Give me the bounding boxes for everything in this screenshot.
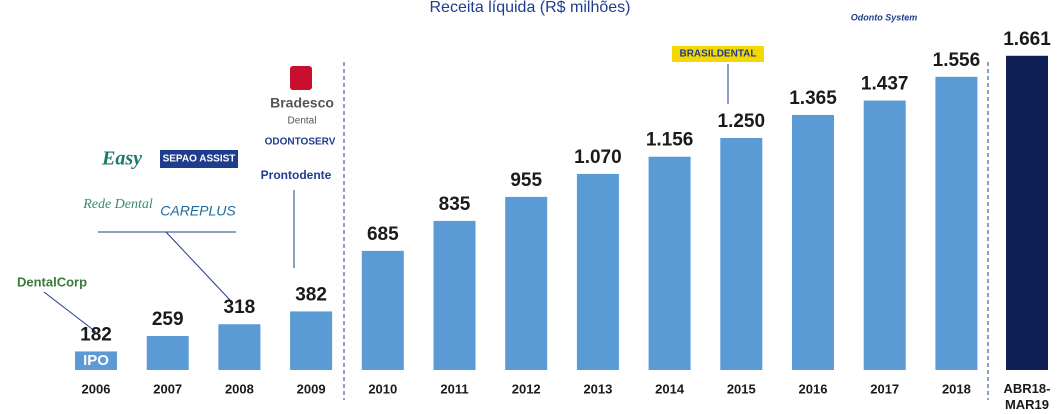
value-label: 1.250 <box>718 111 766 132</box>
x-tick-label: 2011 <box>440 381 468 396</box>
value-label: 955 <box>510 170 542 191</box>
value-label: 182 <box>80 324 112 345</box>
value-label: 318 <box>224 297 256 318</box>
logo: SEPAO ASSIST <box>163 154 236 165</box>
x-tick-label: 2008 <box>225 381 254 396</box>
value-label: 1.156 <box>646 130 694 151</box>
bar <box>75 351 117 370</box>
value-label: 1.365 <box>789 88 837 109</box>
annotation: IPO <box>83 352 109 369</box>
bar <box>361 250 404 370</box>
connector <box>43 291 97 333</box>
logo: ODONTOSERV <box>265 137 336 148</box>
bar <box>1006 55 1048 370</box>
bar <box>576 173 619 370</box>
x-tick-label: 2014 <box>655 381 685 396</box>
value-label: 1.556 <box>933 50 981 71</box>
value-label: 685 <box>367 224 399 245</box>
bar <box>218 324 261 370</box>
x-tick-label: 2012 <box>512 381 541 396</box>
logo: Easy <box>101 148 142 170</box>
value-label: 259 <box>152 309 184 330</box>
logo: Bradesco <box>270 95 334 111</box>
logo: Dental <box>288 116 317 127</box>
chart-title: Receita líquida (R$ milhões) <box>430 0 631 16</box>
bar <box>505 196 548 370</box>
logo-box <box>160 150 238 168</box>
logo-box <box>672 46 764 62</box>
value-label: 1.437 <box>861 74 909 95</box>
logo: DentalCorp <box>17 274 87 289</box>
bar <box>648 156 691 370</box>
x-tick-label: 2010 <box>368 381 397 396</box>
value-label: 1.070 <box>574 147 622 168</box>
bar <box>863 100 906 370</box>
x-tick-label: 2006 <box>82 381 111 396</box>
x-tick-label: 2015 <box>727 381 756 396</box>
x-tick-label: 2017 <box>870 381 899 396</box>
value-label: 1.661 <box>1003 29 1051 50</box>
x-tick-label: 2016 <box>799 381 828 396</box>
bar <box>935 76 978 371</box>
bar <box>792 114 834 371</box>
x-tick-label: 2018 <box>942 381 971 396</box>
bar <box>433 220 476 370</box>
value-label: 835 <box>439 194 471 215</box>
x-tick-label: 2007 <box>153 381 182 396</box>
bar <box>146 336 189 370</box>
bar <box>290 311 333 370</box>
logo: Odonto System <box>851 12 918 22</box>
logo-box <box>290 66 312 90</box>
x-tick-label: ABR18-MAR19 <box>1004 381 1051 412</box>
bar <box>720 137 763 370</box>
logo: BRASILDENTAL <box>679 49 756 60</box>
logo: CAREPLUS <box>160 203 236 219</box>
x-tick-label: 2009 <box>297 381 326 396</box>
x-tick-label: 2013 <box>583 381 612 396</box>
connector <box>165 231 231 301</box>
value-label: 382 <box>295 284 327 305</box>
logo: Rede Dental <box>82 197 153 212</box>
logo: Prontodente <box>261 168 332 182</box>
